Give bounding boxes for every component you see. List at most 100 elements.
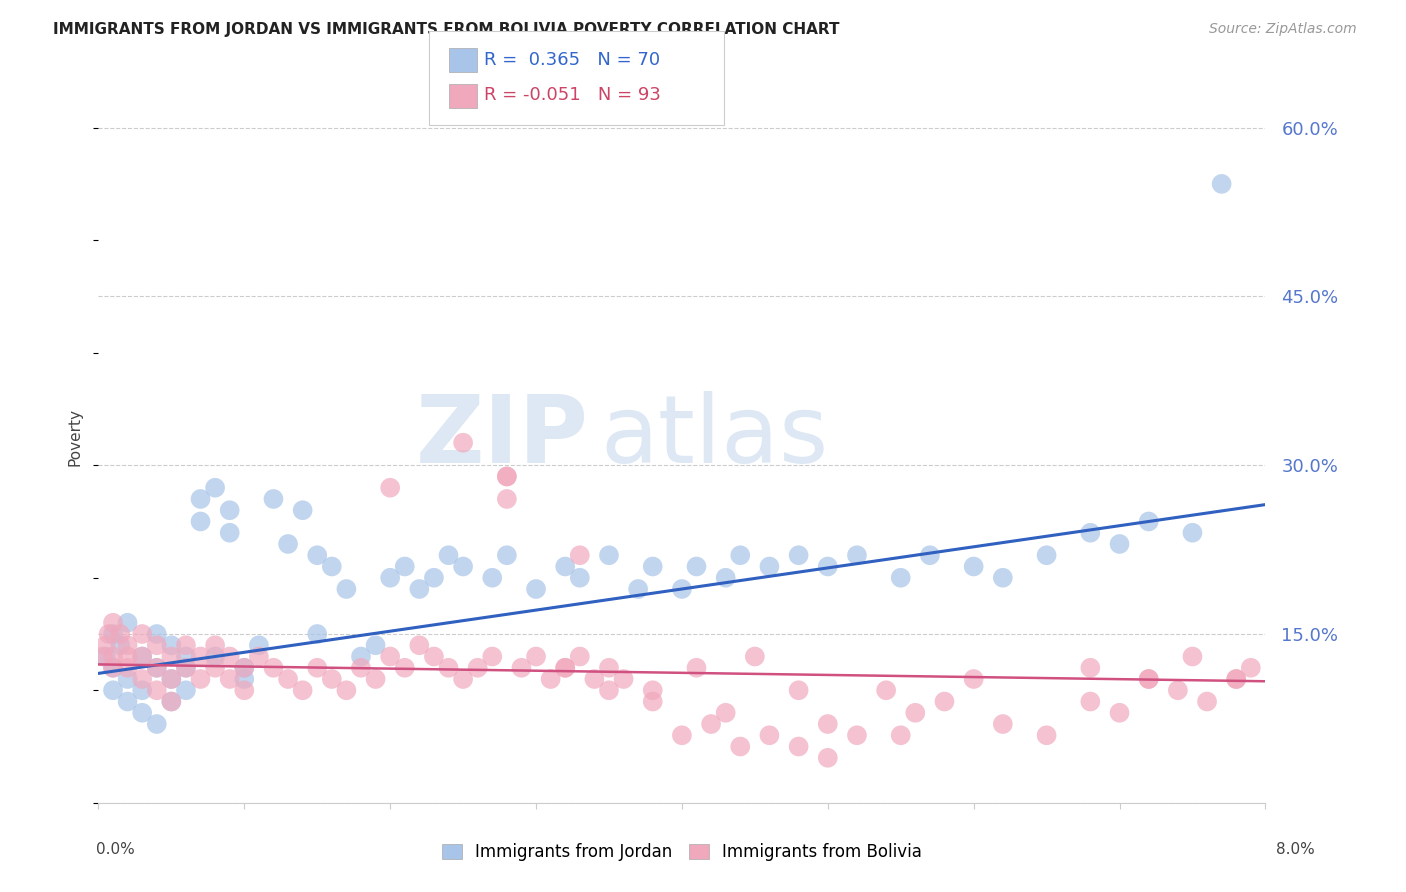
Point — [1035, 728, 1057, 742]
Point — [451, 672, 474, 686]
Point — [408, 638, 430, 652]
Point — [568, 649, 591, 664]
Point — [496, 469, 519, 483]
Point — [408, 582, 430, 596]
Point — [335, 683, 357, 698]
Point — [1137, 672, 1160, 686]
Point — [890, 571, 912, 585]
Point — [423, 571, 446, 585]
Point — [101, 627, 124, 641]
Point — [174, 661, 197, 675]
Point — [190, 672, 212, 686]
Legend: Immigrants from Jordan, Immigrants from Bolivia: Immigrants from Jordan, Immigrants from … — [434, 837, 929, 868]
Point — [568, 571, 591, 585]
Point — [481, 571, 503, 585]
Point — [117, 615, 139, 630]
Point — [451, 435, 474, 450]
Point — [1181, 649, 1204, 664]
Point — [845, 728, 868, 742]
Point — [262, 491, 284, 506]
Point — [1137, 515, 1160, 529]
Point — [335, 582, 357, 596]
Point — [277, 537, 299, 551]
Point — [1197, 694, 1219, 708]
Point — [146, 683, 169, 698]
Point — [131, 649, 153, 664]
Point — [934, 694, 956, 708]
Point — [700, 717, 723, 731]
Point — [131, 672, 153, 686]
Point — [685, 661, 707, 675]
Text: IMMIGRANTS FROM JORDAN VS IMMIGRANTS FROM BOLIVIA POVERTY CORRELATION CHART: IMMIGRANTS FROM JORDAN VS IMMIGRANTS FRO… — [53, 22, 839, 37]
Point — [962, 672, 984, 686]
Point — [233, 661, 256, 675]
Text: 8.0%: 8.0% — [1275, 842, 1315, 856]
Point — [174, 649, 197, 664]
Point — [174, 638, 197, 652]
Point — [671, 728, 693, 742]
Text: R = -0.051   N = 93: R = -0.051 N = 93 — [484, 87, 661, 104]
Point — [131, 649, 153, 664]
Point — [524, 582, 547, 596]
Point — [598, 661, 620, 675]
Point — [291, 683, 314, 698]
Point — [890, 728, 912, 742]
Point — [204, 661, 226, 675]
Point — [1211, 177, 1233, 191]
Text: ZIP: ZIP — [416, 391, 589, 483]
Point — [146, 638, 169, 652]
Text: R =  0.365   N = 70: R = 0.365 N = 70 — [484, 51, 659, 69]
Point — [94, 649, 117, 664]
Point — [1167, 683, 1189, 698]
Point — [437, 661, 460, 675]
Point — [110, 638, 132, 652]
Point — [730, 548, 752, 562]
Point — [364, 672, 387, 686]
Point — [160, 672, 183, 686]
Point — [160, 638, 183, 652]
Point — [218, 525, 240, 540]
Point — [190, 515, 212, 529]
Point — [101, 661, 124, 675]
Point — [758, 559, 780, 574]
Point — [291, 503, 314, 517]
Point — [101, 683, 124, 698]
Point — [817, 559, 839, 574]
Point — [247, 638, 270, 652]
Point — [641, 559, 664, 574]
Point — [496, 548, 519, 562]
Point — [117, 694, 139, 708]
Point — [364, 638, 387, 652]
Point — [496, 469, 519, 483]
Point — [350, 661, 373, 675]
Point — [423, 649, 446, 664]
Point — [1080, 694, 1102, 708]
Text: atlas: atlas — [600, 391, 828, 483]
Point — [321, 559, 343, 574]
Point — [991, 571, 1014, 585]
Point — [101, 649, 124, 664]
Point — [218, 649, 240, 664]
Point — [730, 739, 752, 754]
Point — [817, 751, 839, 765]
Point — [277, 672, 299, 686]
Point — [131, 627, 153, 641]
Point — [641, 683, 664, 698]
Point — [758, 728, 780, 742]
Point — [481, 649, 503, 664]
Text: 0.0%: 0.0% — [96, 842, 135, 856]
Point — [321, 672, 343, 686]
Point — [146, 661, 169, 675]
Point — [1225, 672, 1247, 686]
Point — [554, 559, 576, 574]
Point — [117, 672, 139, 686]
Y-axis label: Poverty: Poverty — [67, 408, 83, 467]
Point — [568, 548, 591, 562]
Point — [117, 661, 139, 675]
Point — [787, 683, 810, 698]
Point — [174, 661, 197, 675]
Point — [380, 481, 402, 495]
Point — [160, 649, 183, 664]
Point — [160, 672, 183, 686]
Point — [817, 717, 839, 731]
